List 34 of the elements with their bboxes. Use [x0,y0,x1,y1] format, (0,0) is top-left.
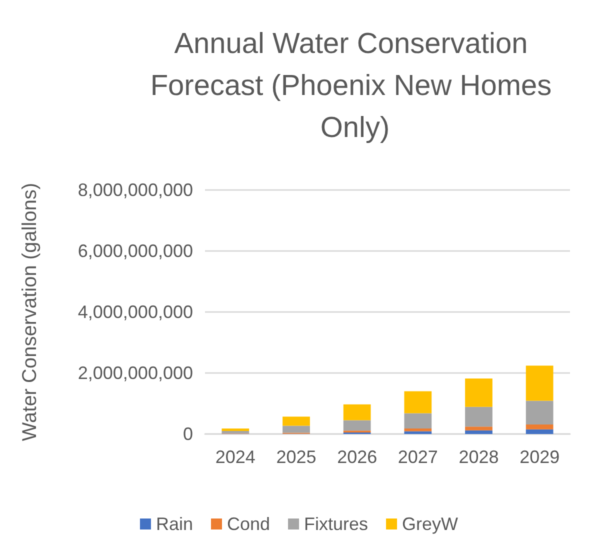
y-tick-label: 0 [182,424,193,444]
legend-label: Fixtures [304,514,368,534]
bar [465,430,492,434]
bar [404,431,432,434]
bar [222,430,250,434]
chart-title: Annual Water Conservation Forecast (Phoenix New Homes Only) [150,28,560,144]
x-tick-label: 2028 [458,447,499,467]
x-tick-label: 2027 [398,447,438,467]
bar [282,416,310,426]
bar [526,424,554,430]
bar [526,366,554,401]
y-tick-label: 2,000,000,000 [78,363,193,383]
bar [282,426,310,433]
x-tick-label: 2024 [215,447,256,467]
x-tick-label: 2029 [520,447,560,467]
y-tick-label: 4,000,000,000 [78,302,193,322]
bar [465,406,492,427]
x-tick-label: 2026 [337,447,378,467]
bar [526,429,554,434]
bar [404,391,432,414]
bar [465,426,492,430]
bar [343,404,371,420]
legend-label: Rain [156,514,194,534]
bar [404,413,432,429]
y-tick-label: 6,000,000,000 [78,241,193,261]
y-axis-title: Water Conservation (gallons) [19,182,41,442]
bar [343,420,371,431]
y-tick-label: 8,000,000,000 [78,180,193,200]
bar [404,428,432,432]
legend-label: GreyW [402,514,458,534]
legend-label: Cond [226,514,270,534]
bar [526,400,554,425]
x-tick-label: 2025 [276,447,316,467]
bar [465,378,492,407]
